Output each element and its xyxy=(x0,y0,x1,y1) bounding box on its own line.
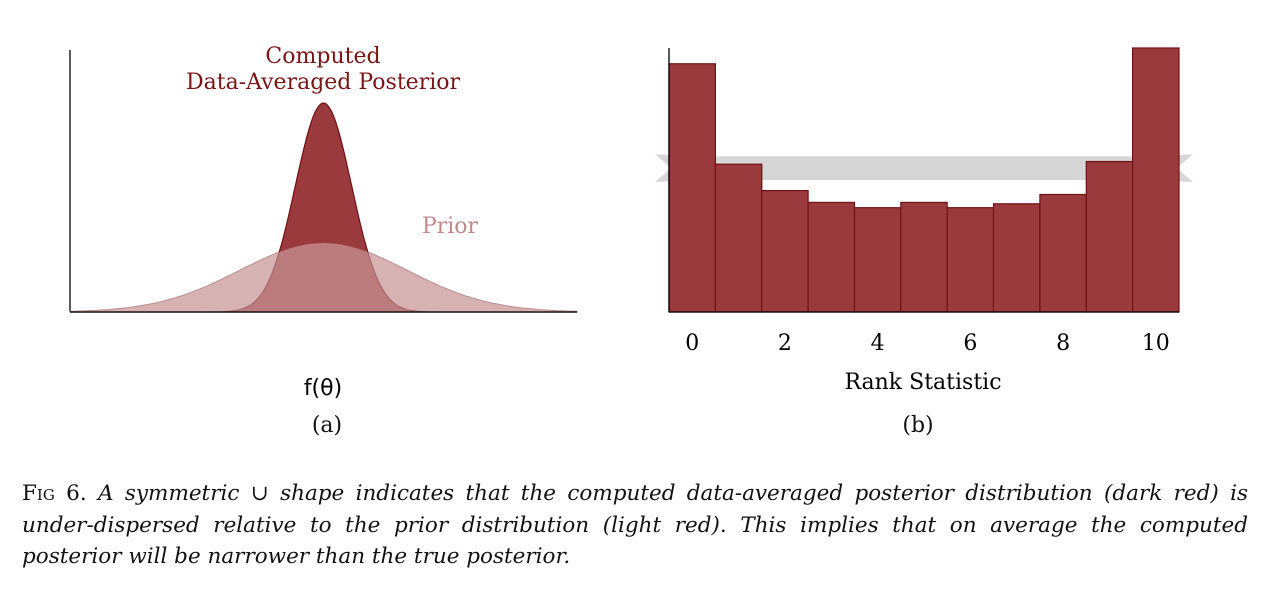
panel-b-rank-histogram: 0 2 4 6 8 10 Rank Statistic (b) xyxy=(655,47,1193,438)
x-tick-label-10: 10 xyxy=(1142,331,1170,356)
histogram-bar-rank-4 xyxy=(853,207,902,313)
posterior-label-line2: Data-Averaged Posterior xyxy=(186,70,461,95)
prior-overlay-area xyxy=(70,243,577,312)
x-tick-label-0: 0 xyxy=(685,331,699,356)
histogram-bars xyxy=(668,47,1180,313)
figure-caption: Fig 6. A symmetric ∪ shape indicates tha… xyxy=(22,478,1248,573)
histogram-bar-rank-7 xyxy=(992,203,1041,313)
x-tick-label-8: 8 xyxy=(1056,331,1070,356)
histogram-bar-rank-9 xyxy=(1085,160,1134,313)
histogram-bar-rank-0 xyxy=(668,63,717,313)
panel-b-x-axis-label: Rank Statistic xyxy=(844,370,1001,395)
histogram-bar-rank-5 xyxy=(900,201,948,313)
x-tick-label-2: 2 xyxy=(778,331,792,356)
prior-label: Prior xyxy=(422,214,479,239)
histogram-bar-rank-2 xyxy=(761,190,809,313)
caption-text: A symmetric ∪ shape indicates that the c… xyxy=(22,481,1248,569)
histogram-bar-rank-8 xyxy=(1039,193,1087,313)
panel-a-x-axis-label: f(θ) xyxy=(304,376,342,401)
panel-b-sublabel: (b) xyxy=(902,413,933,438)
x-tick-label-4: 4 xyxy=(871,331,885,356)
panel-a-density-plot: Computed Data-Averaged Posterior Prior f… xyxy=(69,44,578,438)
histogram-bar-rank-3 xyxy=(807,201,856,313)
histogram-bar-rank-10 xyxy=(1132,47,1180,313)
histogram-bar-rank-6 xyxy=(946,207,995,313)
panel-a-sublabel: (a) xyxy=(312,413,342,438)
panel-b-x-ticks: 0 2 4 6 8 10 xyxy=(685,331,1170,356)
x-tick-label-6: 6 xyxy=(963,331,977,356)
histogram-bar-rank-1 xyxy=(714,163,763,313)
posterior-label-line1: Computed xyxy=(265,44,380,69)
caption-figure-label: Fig 6. xyxy=(22,481,87,506)
uniform-reference-band xyxy=(655,154,1193,182)
